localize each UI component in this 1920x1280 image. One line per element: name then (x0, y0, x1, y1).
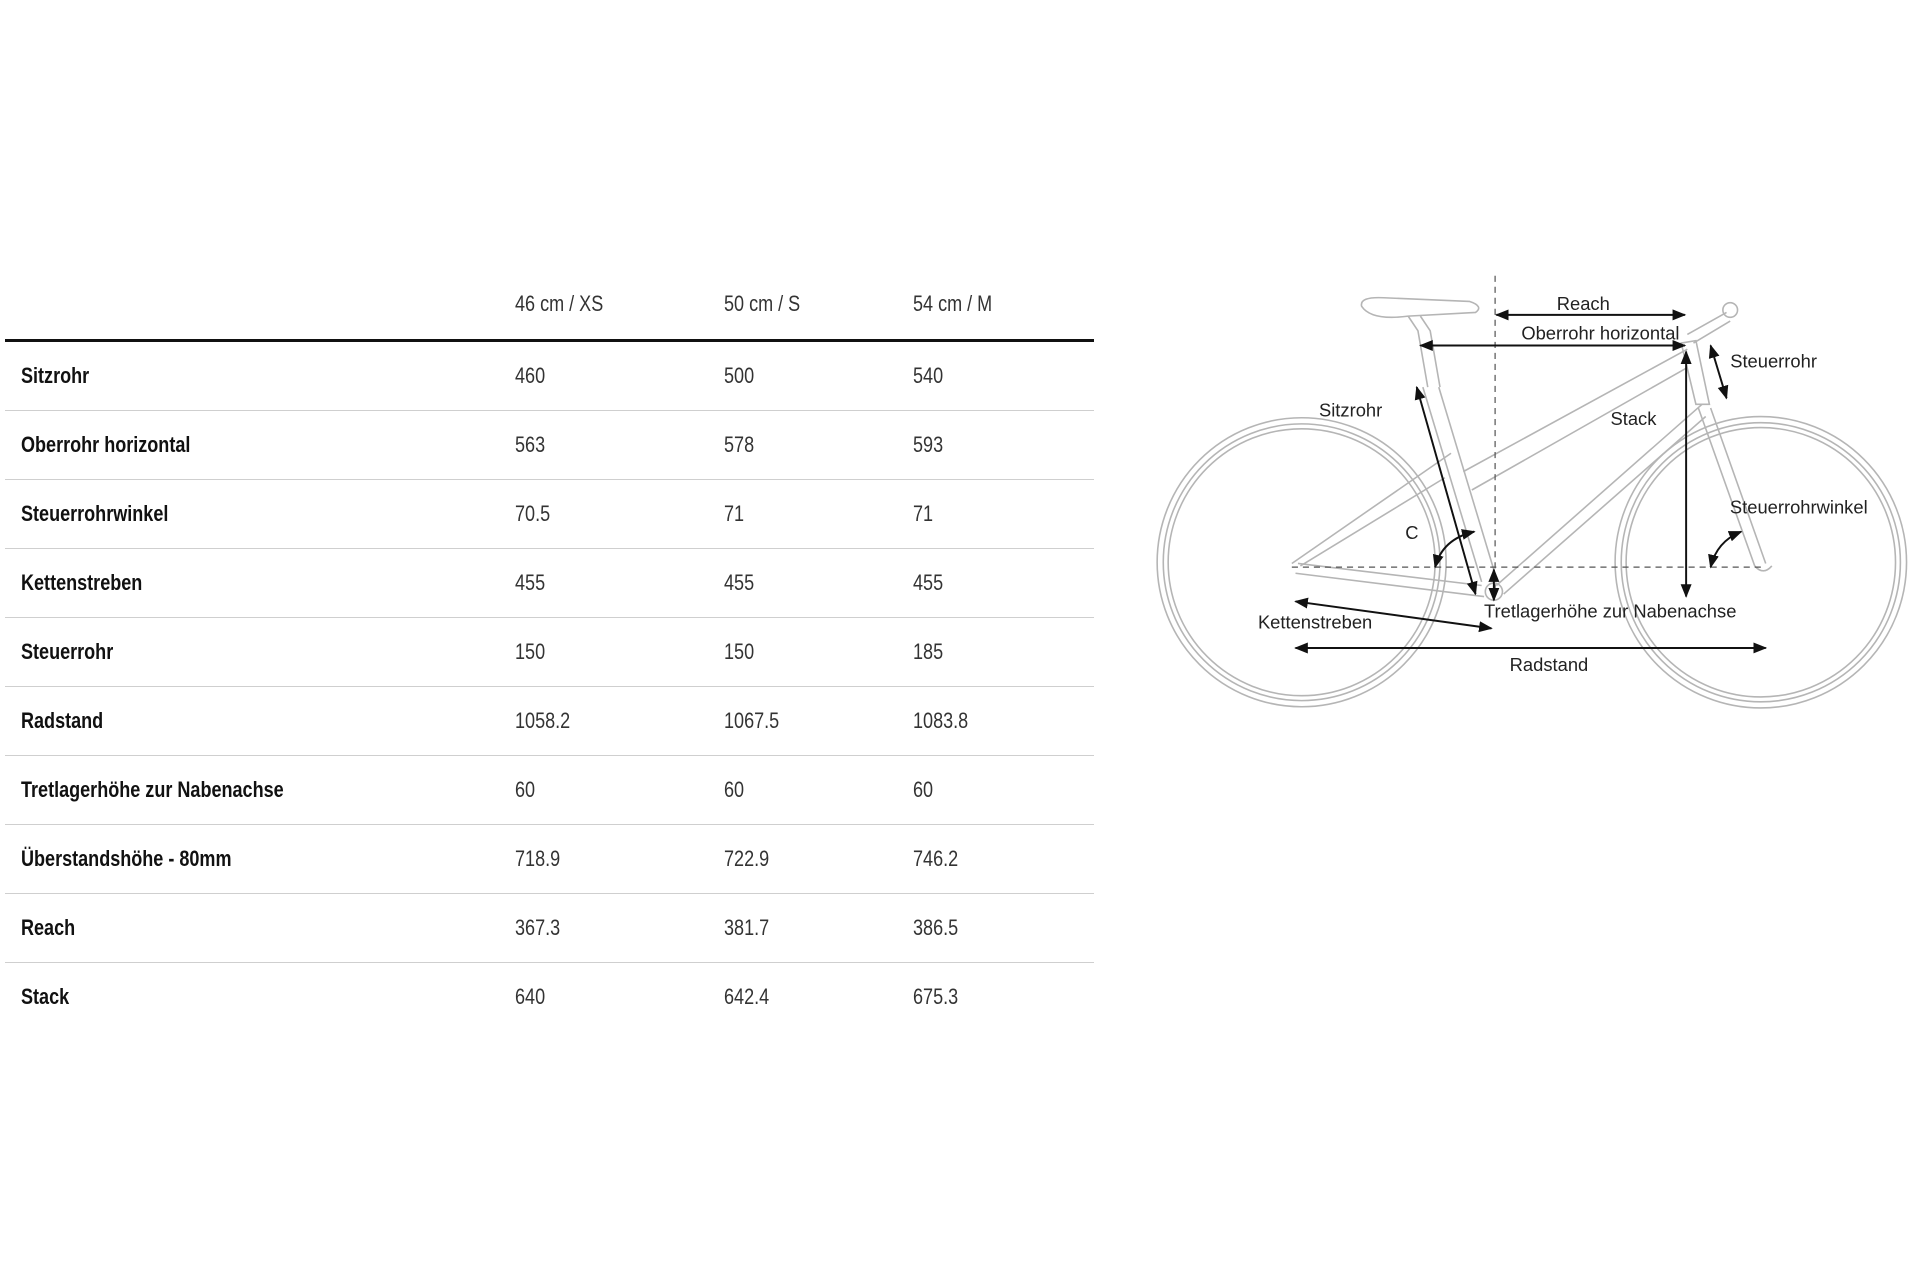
row-value: 60 (913, 777, 934, 802)
table-row: Sitzrohr 460 500 540 (5, 342, 1094, 411)
row-value: 71 (724, 501, 745, 526)
label-tretlager: Tretlagerhöhe zur Nabenachse (1484, 600, 1736, 621)
head-tube (1680, 339, 1711, 406)
fork (1697, 407, 1773, 572)
label-steuerrohrwinkel: Steuerrohrwinkel (1730, 496, 1868, 517)
column-header-xs: 46 cm / XS (515, 291, 604, 316)
row-value: 1067.5 (724, 708, 780, 733)
row-value: 455 (515, 570, 546, 595)
row-value: 381.7 (724, 915, 770, 940)
row-value: 386.5 (913, 915, 959, 940)
geometry-table: 46 cm / XS 50 cm / S 54 cm / M Sitzrohr 4… (5, 280, 1094, 1031)
row-value: 500 (724, 363, 755, 388)
table-row: Steuerrohrwinkel 70.5 71 71 (5, 480, 1094, 549)
table-row: Oberrohr horizontal 563 578 593 (5, 411, 1094, 480)
row-value: 1058.2 (515, 708, 571, 733)
row-value: 540 (913, 363, 944, 388)
row-value: 60 (515, 777, 536, 802)
row-value: 1083.8 (913, 708, 969, 733)
row-label: Überstandshöhe - 80mm (21, 846, 232, 871)
table-row: Stack 640 642.4 675.3 (5, 963, 1094, 1031)
head-angle-arc (1708, 530, 1743, 569)
dimension-lines (1291, 275, 1768, 654)
row-value: 460 (515, 363, 546, 388)
label-radstand: Radstand (1510, 654, 1589, 675)
table-row: Kettenstreben 455 455 455 (5, 549, 1094, 618)
row-value: 455 (724, 570, 755, 595)
row-value: 150 (724, 639, 755, 664)
front-wheel (1614, 415, 1908, 709)
label-steuerrohr: Steuerrohr (1730, 351, 1817, 372)
row-label: Steuerrohrwinkel (21, 501, 169, 526)
row-value: 60 (724, 777, 745, 802)
saddle (1360, 296, 1480, 319)
table-row: Radstand 1058.2 1067.5 1083.8 (5, 687, 1094, 756)
row-value: 640 (515, 984, 546, 1009)
handlebar (1722, 301, 1739, 319)
kettenstreben-arrow (1294, 597, 1493, 633)
column-header-s: 50 cm / S (724, 291, 801, 316)
chainstay (1295, 562, 1485, 598)
row-value: 746.2 (913, 846, 959, 871)
steuerrohr-arrow (1708, 344, 1729, 400)
bottom-bracket (1484, 582, 1504, 601)
column-header-m: 54 cm / M (913, 291, 993, 316)
row-label: Sitzrohr (21, 363, 90, 388)
seat-stay (1291, 452, 1452, 567)
table-header: 46 cm / XS 50 cm / S 54 cm / M (5, 280, 1094, 342)
row-value: 593 (913, 432, 944, 457)
row-label: Stack (21, 984, 70, 1009)
row-value: 675.3 (913, 984, 959, 1009)
row-value: 71 (913, 501, 934, 526)
row-label: Steuerrohr (21, 639, 114, 664)
label-sitzrohr: Sitzrohr (1319, 400, 1382, 421)
top-tube (1462, 348, 1688, 491)
seat-post (1407, 315, 1441, 388)
row-value: 367.3 (515, 915, 561, 940)
row-label: Kettenstreben (21, 570, 143, 595)
label-oberrohr: Oberrohr horizontal (1521, 322, 1679, 343)
row-value: 563 (515, 432, 546, 457)
table-row: Tretlagerhöhe zur Nabenachse 60 60 60 (5, 756, 1094, 825)
label-kettenstreben: Kettenstreben (1258, 611, 1372, 632)
seat-tube (1422, 386, 1498, 583)
stem (1686, 311, 1731, 344)
row-label: Tretlagerhöhe zur Nabenachse (21, 777, 284, 802)
rear-wheel (1156, 416, 1447, 708)
row-value: 578 (724, 432, 755, 457)
row-value: 642.4 (724, 984, 770, 1009)
row-value: 185 (913, 639, 944, 664)
label-reach: Reach (1557, 293, 1610, 314)
row-label: Radstand (21, 708, 104, 733)
row-value: 150 (515, 639, 546, 664)
table-row: Steuerrohr 150 150 185 (5, 618, 1094, 687)
bike-frame-drawing (1156, 296, 1908, 709)
label-stack: Stack (1611, 408, 1658, 429)
row-value: 718.9 (515, 846, 561, 871)
row-value: 722.9 (724, 846, 770, 871)
down-tube (1495, 403, 1707, 595)
table-row: Überstandshöhe - 80mm 718.9 722.9 746.2 (5, 825, 1094, 894)
label-c: C (1405, 522, 1418, 543)
row-label: Reach (21, 915, 76, 940)
row-value: 455 (913, 570, 944, 595)
row-label: Oberrohr horizontal (21, 432, 191, 457)
seat-angle-arc (1432, 529, 1476, 569)
sitzrohr-arrow (1414, 385, 1478, 596)
table-row: Reach 367.3 381.7 386.5 (5, 894, 1094, 963)
row-value: 70.5 (515, 501, 551, 526)
